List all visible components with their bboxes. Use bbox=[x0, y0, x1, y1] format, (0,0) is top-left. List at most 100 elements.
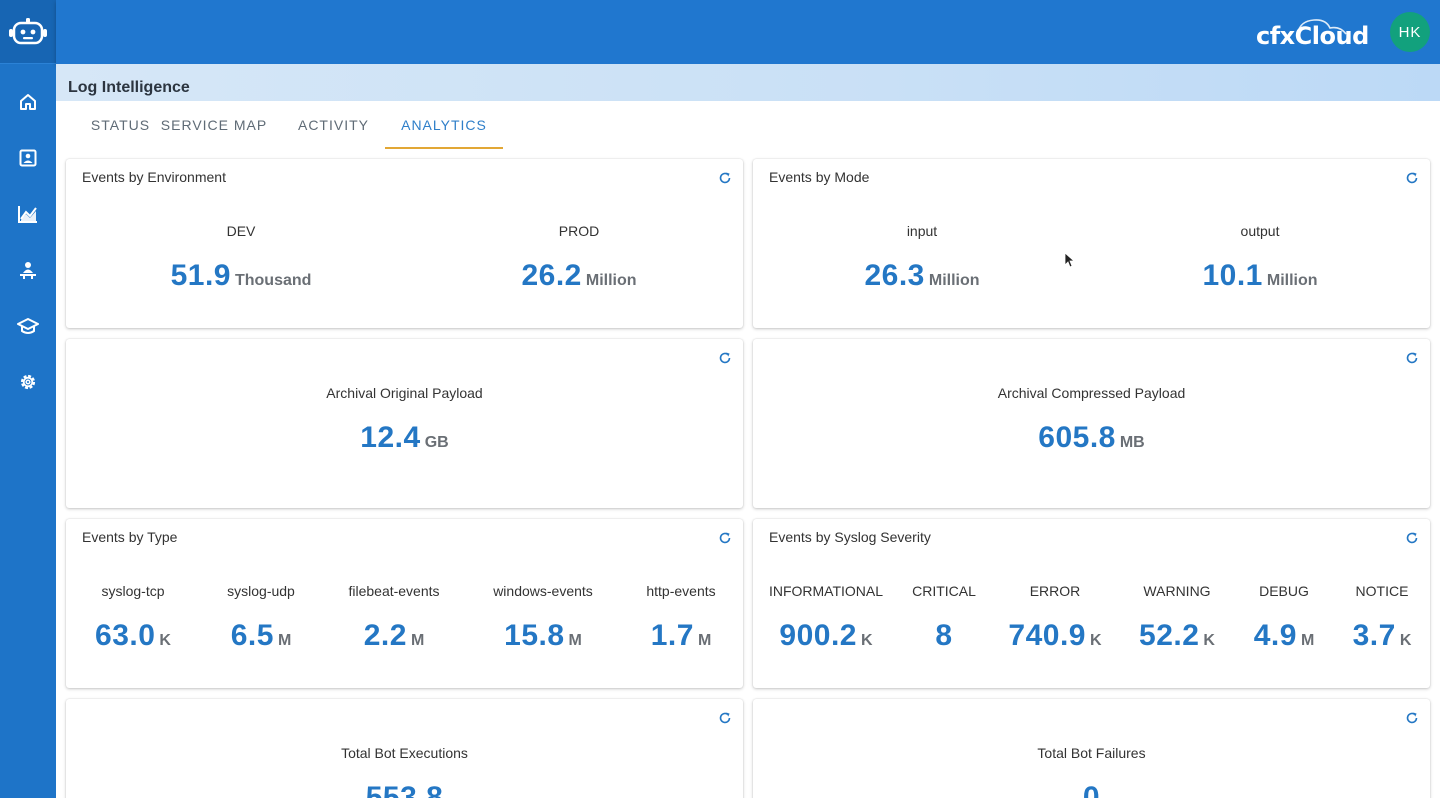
metric-value: 4.9 bbox=[1253, 619, 1297, 652]
tab-analytics[interactable]: ANALYTICS bbox=[385, 101, 503, 149]
metric-total-bot-failures: Total Bot Failures 0 bbox=[753, 745, 1430, 798]
card-events-by-syslog-severity: Events by Syslog Severity INFORMATIONAL … bbox=[753, 519, 1430, 688]
metric-value: 12.4 bbox=[360, 421, 421, 454]
brand-logo[interactable]: cfxCloud bbox=[1254, 16, 1369, 50]
card-title: Events by Mode bbox=[769, 169, 870, 185]
metric-unit: K bbox=[861, 632, 873, 649]
metric-value: 51.9 bbox=[170, 259, 231, 292]
metric-unit: M bbox=[697, 632, 712, 649]
metric-unit: K bbox=[159, 632, 171, 649]
sidebar-item-users[interactable] bbox=[0, 242, 56, 298]
card-title: Events by Environment bbox=[82, 169, 226, 185]
refresh-icon[interactable] bbox=[1405, 711, 1419, 725]
metric-filebeat-events: filebeat-events 2.2 M bbox=[329, 583, 459, 653]
refresh-icon[interactable] bbox=[718, 531, 732, 545]
metric-prod: PROD 26.2 Million bbox=[429, 223, 729, 293]
tab-bar: STATUS SERVICE MAP ACTIVITY ANALYTICS bbox=[56, 101, 1440, 149]
card-title: Events by Type bbox=[82, 529, 178, 545]
metric-dev: DEV 51.9 Thousand bbox=[91, 223, 391, 293]
tab-status[interactable]: STATUS bbox=[90, 117, 151, 133]
user-avatar[interactable]: HK bbox=[1390, 12, 1430, 52]
tab-activity[interactable]: ACTIVITY bbox=[297, 117, 369, 133]
metric-value: 26.3 bbox=[864, 259, 925, 292]
metric-value: 1.7 bbox=[650, 619, 694, 652]
robot-logo-icon bbox=[9, 17, 47, 44]
metric-unit: M bbox=[568, 632, 582, 649]
page-title: Log Intelligence bbox=[68, 79, 190, 96]
refresh-icon[interactable] bbox=[1405, 531, 1419, 545]
metric-label: http-events bbox=[646, 583, 716, 599]
metric-value: 15.8 bbox=[504, 619, 565, 652]
metric-unit: K bbox=[1203, 632, 1215, 649]
metric-value: 63.0 bbox=[95, 619, 156, 652]
refresh-icon[interactable] bbox=[718, 711, 732, 725]
card-total-bot-executions: Total Bot Executions 553.8 bbox=[66, 699, 743, 798]
metric-archival-original: Archival Original Payload 12.4 GB bbox=[66, 385, 743, 455]
metric-value: 52.2 bbox=[1139, 619, 1200, 652]
card-archival-compressed-payload: Archival Compressed Payload 605.8 MB bbox=[753, 339, 1430, 508]
metric-label: PROD bbox=[558, 223, 600, 239]
metric-unit: Million bbox=[928, 272, 980, 289]
metric-label: ERROR bbox=[1029, 583, 1081, 599]
metric-unit: GB bbox=[424, 434, 449, 451]
mouse-cursor-icon bbox=[1064, 252, 1074, 268]
metric-value: 6.5 bbox=[230, 619, 274, 652]
metric-label: output bbox=[1240, 223, 1280, 239]
metric-label: DEBUG bbox=[1259, 583, 1309, 599]
contact-card-icon bbox=[19, 149, 37, 167]
metric-unit: Thousand bbox=[234, 272, 312, 289]
card-total-bot-failures: Total Bot Failures 0 bbox=[753, 699, 1430, 798]
metric-error: ERROR 740.9 K bbox=[1000, 583, 1110, 653]
refresh-icon[interactable] bbox=[1405, 171, 1419, 185]
metric-value: 10.1 bbox=[1202, 259, 1263, 292]
refresh-icon[interactable] bbox=[718, 171, 732, 185]
metric-unit: K bbox=[1090, 632, 1102, 649]
sidebar bbox=[0, 0, 56, 798]
metric-value: 553.8 bbox=[365, 781, 444, 798]
brand-name: cfxCloud bbox=[1256, 22, 1369, 50]
cloud-icon bbox=[1297, 19, 1347, 35]
metric-label: Archival Original Payload bbox=[326, 385, 483, 401]
metric-notice: NOTICE 3.7 K bbox=[1337, 583, 1427, 653]
metric-value: 605.8 bbox=[1038, 421, 1116, 454]
metric-value: 2.2 bbox=[363, 619, 407, 652]
top-bar: cfxCloud HK bbox=[56, 0, 1440, 64]
card-title: Events by Syslog Severity bbox=[769, 529, 931, 545]
app-logo[interactable] bbox=[0, 0, 56, 64]
metric-value: 0 bbox=[1082, 781, 1101, 798]
sidebar-item-contacts[interactable] bbox=[0, 130, 56, 186]
metric-unit: MB bbox=[1119, 434, 1145, 451]
metric-output: output 10.1 Million bbox=[1110, 223, 1410, 293]
metric-debug: DEBUG 4.9 M bbox=[1239, 583, 1329, 653]
metric-label: CRITICAL bbox=[912, 583, 976, 599]
metric-label: NOTICE bbox=[1355, 583, 1409, 599]
metric-input: input 26.3 Million bbox=[772, 223, 1072, 293]
metric-label: syslog-tcp bbox=[101, 583, 165, 599]
card-events-by-mode: Events by Mode input 26.3 Million output … bbox=[753, 159, 1430, 328]
sidebar-item-settings[interactable] bbox=[0, 354, 56, 410]
tab-service-map[interactable]: SERVICE MAP bbox=[160, 117, 268, 133]
metric-label: Total Bot Failures bbox=[1037, 745, 1146, 761]
sidebar-item-analytics[interactable] bbox=[0, 186, 56, 242]
card-archival-original-payload: Archival Original Payload 12.4 GB bbox=[66, 339, 743, 508]
metric-total-bot-executions: Total Bot Executions 553.8 bbox=[66, 745, 743, 798]
sidebar-item-home[interactable] bbox=[0, 74, 56, 130]
metric-value: 26.2 bbox=[521, 259, 582, 292]
home-icon bbox=[20, 94, 36, 110]
metric-label: DEV bbox=[226, 223, 256, 239]
metric-unit: Million bbox=[585, 272, 637, 289]
refresh-icon[interactable] bbox=[718, 351, 732, 365]
metric-unit: Million bbox=[1266, 272, 1318, 289]
card-events-by-environment: Events by Environment DEV 51.9 Thousand P… bbox=[66, 159, 743, 328]
sidebar-item-learning[interactable] bbox=[0, 298, 56, 354]
metric-windows-events: windows-events 15.8 M bbox=[473, 583, 613, 653]
metric-label: INFORMATIONAL bbox=[768, 583, 884, 599]
metric-syslog-tcp: syslog-tcp 63.0 K bbox=[73, 583, 193, 653]
refresh-icon[interactable] bbox=[1405, 351, 1419, 365]
metric-label: Total Bot Executions bbox=[341, 745, 468, 761]
metric-http-events: http-events 1.7 M bbox=[626, 583, 736, 653]
metric-label: filebeat-events bbox=[348, 583, 440, 599]
metric-unit: M bbox=[277, 632, 292, 649]
metric-archival-compressed: Archival Compressed Payload 605.8 MB bbox=[753, 385, 1430, 455]
metric-unit: M bbox=[410, 632, 425, 649]
